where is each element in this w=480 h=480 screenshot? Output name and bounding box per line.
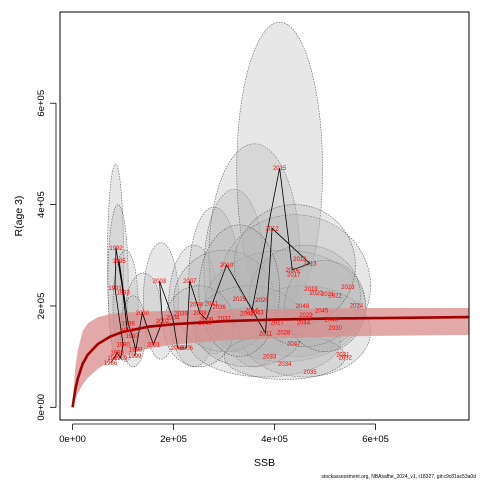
year-label-2024: 2024 [350, 303, 364, 309]
year-label-2011: 2011 [259, 331, 273, 337]
year-label-2030: 2030 [329, 326, 343, 332]
year-label-2025: 2025 [233, 297, 247, 303]
year-label-2012: 2012 [265, 226, 279, 232]
source-note: stockassessment.org, NBAsafhe_2024_v1, r… [321, 474, 476, 480]
year-label-2040: 2040 [198, 321, 212, 327]
y-tick-label: 0e+00 [36, 394, 47, 421]
y-tick-label: 2e+05 [36, 293, 47, 320]
x-tick-label: 4e+05 [261, 434, 288, 445]
year-label-2015: 2015 [273, 166, 287, 172]
year-label-2019: 2019 [304, 287, 318, 293]
year-label-2031: 2031 [336, 353, 350, 359]
year-label-2045: 2045 [315, 309, 329, 315]
x-tick-label: 0e+00 [59, 434, 86, 445]
year-label-1991: 1991 [108, 286, 122, 292]
year-label-2004: 2004 [166, 316, 180, 322]
year-label-2035: 2035 [303, 370, 317, 376]
y-axis-title: R(age 3) [13, 196, 25, 237]
curve-confidence-band [72, 308, 469, 408]
plot-frame [59, 11, 470, 421]
y-tick-label: 6e+05 [36, 90, 47, 117]
year-label-1997: 1997 [126, 334, 140, 340]
year-label-2006: 2006 [180, 346, 194, 352]
x-axis: 0e+00 2e+05 4e+05 6e+05 [59, 423, 389, 445]
year-label-2027: 2027 [270, 321, 284, 327]
year-label-2026: 2026 [255, 298, 269, 304]
year-label-2001: 2001 [147, 342, 161, 348]
x-tick-label: 6e+05 [362, 434, 389, 445]
year-label-1998: 1998 [129, 348, 143, 354]
year-label-2010: 2010 [220, 263, 234, 269]
year-label-1989: 1989 [114, 356, 128, 362]
year-label-2002: 2002 [156, 319, 170, 325]
year-label-2000: 2000 [136, 311, 150, 317]
year-label-1986: 1986 [104, 361, 118, 367]
year-label-2032: 2032 [339, 356, 353, 362]
year-label-2039: 2039 [175, 312, 189, 318]
year-label-2033: 2033 [263, 355, 277, 361]
year-label-2028: 2028 [277, 330, 291, 336]
year-label-2029: 2029 [299, 313, 313, 319]
year-label-1995: 1995 [112, 259, 126, 265]
year-label-2016: 2016 [245, 309, 259, 315]
year-label-2044: 2044 [297, 321, 311, 327]
year-label-2009: 2009 [200, 318, 214, 324]
year-label-2042: 2042 [240, 312, 254, 318]
year-label-1999: 1999 [128, 354, 142, 360]
year-label-2003: 2003 [153, 279, 167, 285]
stock-recruit-curve [71, 315, 469, 408]
year-label-1996: 1996 [121, 322, 135, 328]
year-label-2021: 2021 [321, 292, 335, 298]
year-label-2047: 2047 [287, 341, 301, 347]
year-label-2036: 2036 [212, 305, 226, 311]
year-label-2048: 2048 [296, 304, 310, 310]
year-label-2043: 2043 [250, 311, 264, 317]
year-label-2022: 2022 [329, 293, 343, 299]
y-tick-label: 4e+05 [36, 191, 47, 218]
year-label-2041: 2041 [205, 301, 219, 307]
year-label-2013: 2013 [303, 261, 317, 267]
year-label-1994: 1994 [120, 328, 134, 334]
y-axis: 0e+00 2e+05 4e+05 6e+05 [36, 90, 57, 421]
x-axis-title: SSB [254, 457, 275, 469]
year-label-2020: 2020 [309, 291, 323, 297]
year-label-1988: 1988 [110, 351, 124, 357]
year-label-2008: 2008 [193, 311, 207, 317]
x-tick-label: 2e+05 [160, 434, 187, 445]
year-label-2007: 2007 [183, 279, 197, 285]
year-label-2038: 2038 [190, 302, 204, 308]
year-label-2046: 2046 [324, 318, 338, 324]
year-label-1990: 1990 [116, 342, 130, 348]
year-label-1992: 1992 [109, 246, 123, 252]
year-label-2018: 2018 [293, 257, 307, 263]
year-label-2014: 2014 [286, 268, 300, 274]
year-connecting-line [110, 168, 311, 364]
year-label-1993: 1993 [116, 290, 130, 296]
year-label-2034: 2034 [278, 362, 292, 368]
year-label-2005: 2005 [171, 346, 185, 352]
year-label-2037: 2037 [217, 317, 231, 323]
year-label-2023: 2023 [341, 285, 355, 291]
year-label-2017: 2017 [287, 273, 301, 279]
year-label-1987: 1987 [107, 356, 121, 362]
